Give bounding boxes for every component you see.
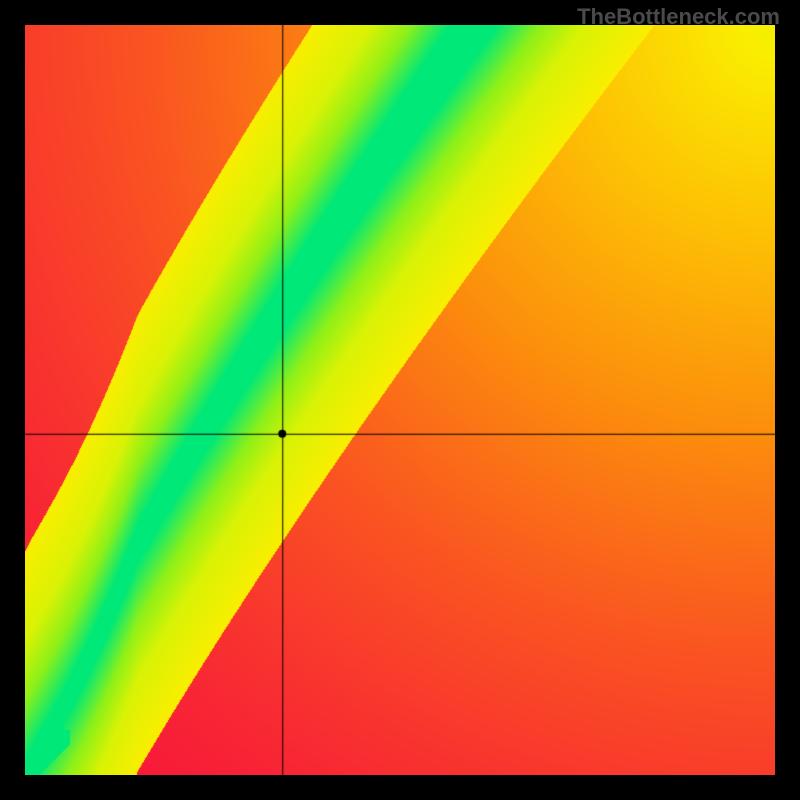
chart-container: TheBottleneck.com (0, 0, 800, 800)
heatmap-canvas (25, 25, 775, 775)
watermark-text: TheBottleneck.com (577, 4, 780, 30)
plot-area (25, 25, 775, 775)
